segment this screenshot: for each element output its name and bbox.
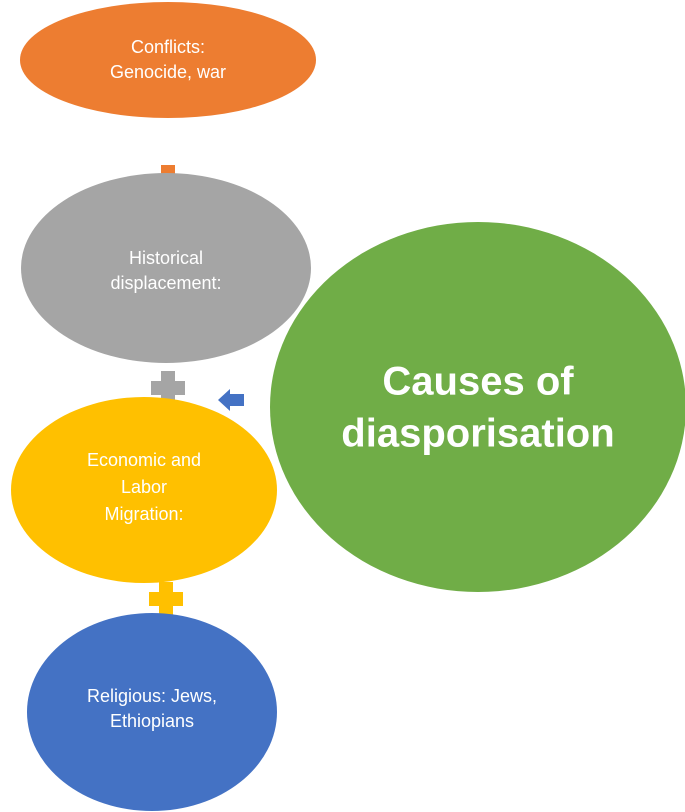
- node-text: Religious: Jews,: [87, 686, 217, 706]
- node-text: Conflicts:: [131, 37, 205, 57]
- node-title: Causes of: [382, 360, 574, 404]
- node-text: displacement:: [110, 273, 221, 293]
- economic-node: [11, 397, 277, 583]
- arrow-icon: [218, 389, 244, 411]
- religious-node: [27, 613, 277, 811]
- plus-icon: [151, 371, 185, 405]
- node-text: Ethiopians: [110, 711, 194, 731]
- node-text: Historical: [129, 248, 203, 268]
- conflicts-node: [20, 2, 316, 118]
- node-text: Labor: [121, 477, 167, 497]
- historical-node: [21, 173, 311, 363]
- node-text: Genocide, war: [110, 62, 226, 82]
- plus-icon: [149, 582, 183, 616]
- node-text: Migration:: [104, 504, 183, 524]
- node-text: Economic and: [87, 450, 201, 470]
- causes-node: [270, 222, 685, 592]
- node-title: diasporisation: [341, 412, 614, 456]
